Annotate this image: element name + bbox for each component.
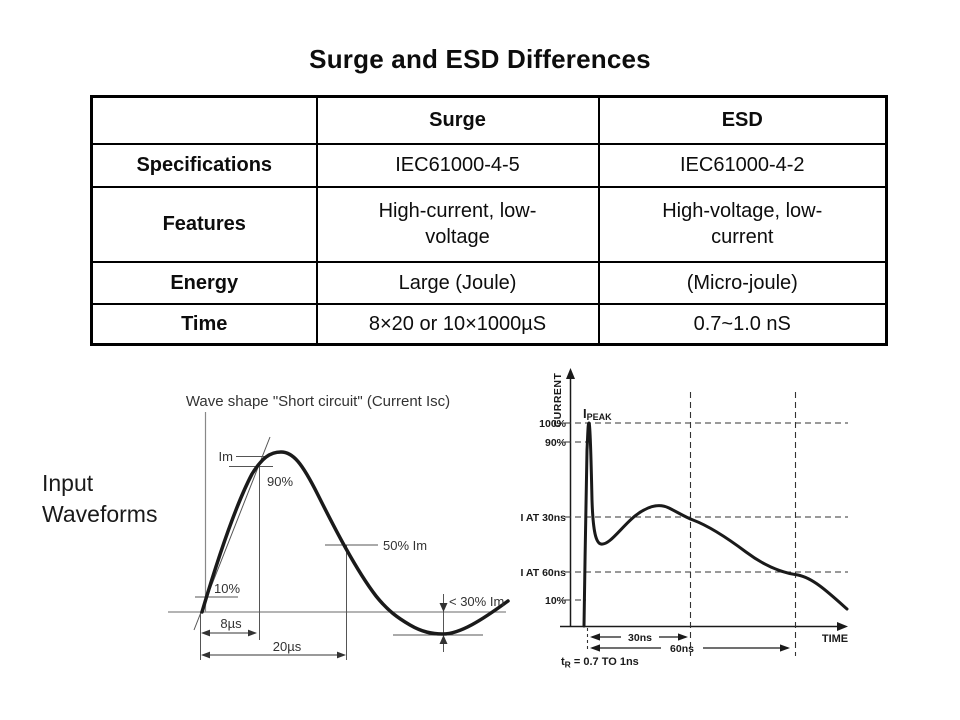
table-row: Features High-current, low-voltage High-… [90,185,888,263]
esd-dimension-arrows [590,633,790,652]
input-waveforms-label: Input Waveforms [42,470,158,527]
comparison-table: Surge ESD Specifications IEC61000-4-5 IE… [90,95,888,346]
time-20us-label: 20µs [273,639,302,654]
current-axis-label: CURRENT [552,373,564,428]
surge-dimension-arrows [201,603,448,659]
col-header-esd: ESD [597,95,888,145]
surge-figure-title: Wave shape "Short circuit" (Current Isc) [186,393,450,410]
row-label-energy: Energy [90,260,318,305]
span-60ns-label: 60ns [670,643,694,655]
table-row: Time 8×20 or 10×1000µS 0.7~1.0 nS [90,302,888,346]
cell-specifications-surge: IEC61000-4-5 [315,142,600,188]
page-title: Surge and ESD Differences [309,44,651,74]
row-label-time: Time [90,302,318,346]
row-label-features: Features [90,185,318,263]
cell-features-surge: High-current, low-voltage [315,185,600,263]
pct50-label: 50% Im [383,538,427,553]
cell-specifications-esd: IEC61000-4-2 [597,142,888,188]
tick-i-at-30ns: I AT 30ns [520,512,566,524]
table-row: Specifications IEC61000-4-5 IEC61000-4-2 [90,142,888,188]
esd-waveform-figure: CURRENT 100% 90% I AT 30ns I AT 60ns 10%… [520,368,849,670]
surge-curve [200,450,510,636]
cell-energy-surge: Large (Joule) [315,260,600,305]
rise-time-label: tR = 0.7 TO 1ns [561,656,639,670]
surge-waveform-figure: Wave shape "Short circuit" (Current Isc)… [168,393,510,660]
surge-axes [168,412,506,613]
time-8us-label: 8µs [220,616,242,631]
time-axis-label: TIME [822,633,848,645]
table-header-row: Surge ESD [90,95,888,145]
esd-axes [560,368,848,631]
im-peak-label: Im [219,449,233,464]
col-header-surge: Surge [315,95,600,145]
esd-curve [582,421,849,628]
undershoot-label: < 30% Im [449,594,504,609]
span-30ns-label: 30ns [628,632,652,644]
pct10-label: 10% [214,581,240,596]
tick-100pct: 100% [539,418,567,430]
table-row: Energy Large (Joule) (Micro-joule) [90,260,888,305]
tick-i-at-60ns: I AT 60ns [520,567,566,579]
col-header-empty [90,95,318,145]
row-label-specifications: Specifications [90,142,318,188]
tick-10pct: 10% [545,595,567,607]
esd-dashed-gridlines [565,392,848,656]
cell-energy-esd: (Micro-joule) [597,260,888,305]
pct90-label: 90% [267,474,293,489]
cell-features-esd: High-voltage, low-current [597,185,888,263]
ipeak-label: IPEAK [583,406,612,422]
cell-time-esd: 0.7~1.0 nS [597,302,888,346]
tick-90pct: 90% [545,437,567,449]
cell-time-surge: 8×20 or 10×1000µS [315,302,600,346]
